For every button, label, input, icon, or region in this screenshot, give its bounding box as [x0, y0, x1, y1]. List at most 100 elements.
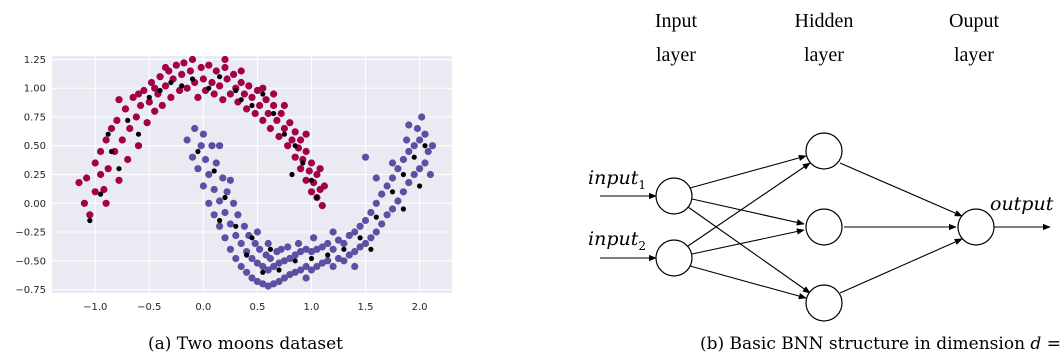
data-point: [124, 155, 132, 164]
data-point: [179, 83, 185, 89]
layer-title-input-line2: layer: [656, 44, 696, 66]
data-point: [266, 124, 274, 133]
data-point: [270, 262, 278, 271]
data-point: [194, 165, 202, 173]
data-point: [310, 234, 318, 242]
data-point: [219, 174, 227, 182]
input-2-label-base: input: [588, 228, 639, 250]
data-point: [230, 70, 238, 78]
data-point: [140, 86, 148, 95]
data-point: [361, 239, 370, 248]
data-point: [400, 206, 406, 212]
x-tick-label: −1.0: [83, 302, 107, 313]
data-point: [125, 117, 131, 123]
data-point: [273, 116, 281, 124]
data-point: [243, 268, 251, 276]
data-point: [307, 188, 316, 196]
data-point: [259, 84, 267, 92]
data-point: [245, 82, 253, 90]
data-point: [316, 165, 324, 173]
data-point: [291, 268, 299, 276]
input-node-2: [655, 239, 693, 277]
data-point: [389, 189, 396, 195]
data-point: [211, 168, 217, 174]
y-tick-label: 1.25: [24, 55, 46, 66]
data-point: [291, 128, 299, 136]
data-point: [305, 167, 313, 175]
data-point: [340, 239, 348, 248]
data-point: [238, 97, 244, 103]
data-point: [264, 239, 272, 248]
data-point: [226, 245, 234, 253]
data-point: [262, 96, 270, 104]
data-point: [232, 254, 240, 263]
data-point: [421, 130, 429, 138]
data-point: [168, 79, 174, 86]
data-point: [195, 148, 201, 155]
data-point: [183, 136, 191, 144]
data-point: [233, 223, 239, 229]
data-point: [388, 159, 397, 167]
data-point: [118, 136, 126, 144]
data-point: [292, 258, 298, 264]
data-point: [113, 116, 121, 124]
data-point: [294, 239, 303, 248]
edge-in2-h1: [687, 162, 811, 247]
data-point: [135, 131, 142, 137]
data-point: [405, 147, 413, 156]
data-point: [210, 185, 218, 194]
hidden-node-2: [805, 208, 843, 246]
data-point: [307, 248, 316, 256]
data-point: [300, 160, 306, 166]
data-point: [418, 113, 426, 121]
data-point: [266, 254, 274, 263]
data-point: [378, 220, 386, 228]
scatter-points: [75, 55, 437, 290]
data-point: [97, 147, 105, 156]
data-point: [121, 105, 130, 113]
data-point: [146, 94, 152, 100]
data-point: [237, 67, 245, 75]
y-tick-label: 1.00: [24, 84, 46, 95]
data-point: [308, 255, 315, 262]
data-point: [201, 155, 210, 164]
data-point: [373, 214, 379, 220]
input-1-label-sub: 1: [638, 178, 646, 192]
data-point: [284, 243, 292, 251]
x-tick-label: 2.0: [412, 302, 428, 313]
data-point: [288, 136, 296, 144]
data-point: [400, 171, 406, 178]
data-point: [302, 274, 310, 282]
data-point: [91, 159, 99, 167]
layer-title-hidden-line1: Hidden: [795, 10, 854, 32]
data-point: [264, 282, 272, 290]
data-point: [260, 269, 266, 275]
data-point: [297, 165, 305, 173]
data-point: [217, 217, 223, 224]
edge-h1-out: [839, 162, 963, 217]
data-point: [280, 124, 288, 133]
data-point: [251, 239, 259, 248]
data-point: [151, 107, 159, 115]
layer-title-output-line2: layer: [954, 44, 994, 66]
data-point: [405, 121, 413, 129]
data-point: [86, 211, 94, 219]
data-point: [126, 124, 134, 133]
data-point: [189, 76, 196, 82]
data-point: [186, 67, 194, 75]
data-point: [302, 147, 310, 156]
data-point: [87, 217, 93, 224]
edge-in1-h3: [687, 206, 811, 294]
data-point: [372, 174, 380, 182]
data-point: [270, 280, 278, 288]
data-point: [216, 82, 224, 90]
data-point: [424, 147, 432, 156]
data-point: [345, 251, 353, 259]
data-point: [394, 197, 402, 205]
data-point: [416, 165, 424, 173]
data-point: [216, 222, 224, 230]
data-point: [80, 199, 88, 207]
data-point: [329, 228, 337, 236]
data-point: [313, 245, 321, 253]
data-point: [291, 153, 299, 161]
